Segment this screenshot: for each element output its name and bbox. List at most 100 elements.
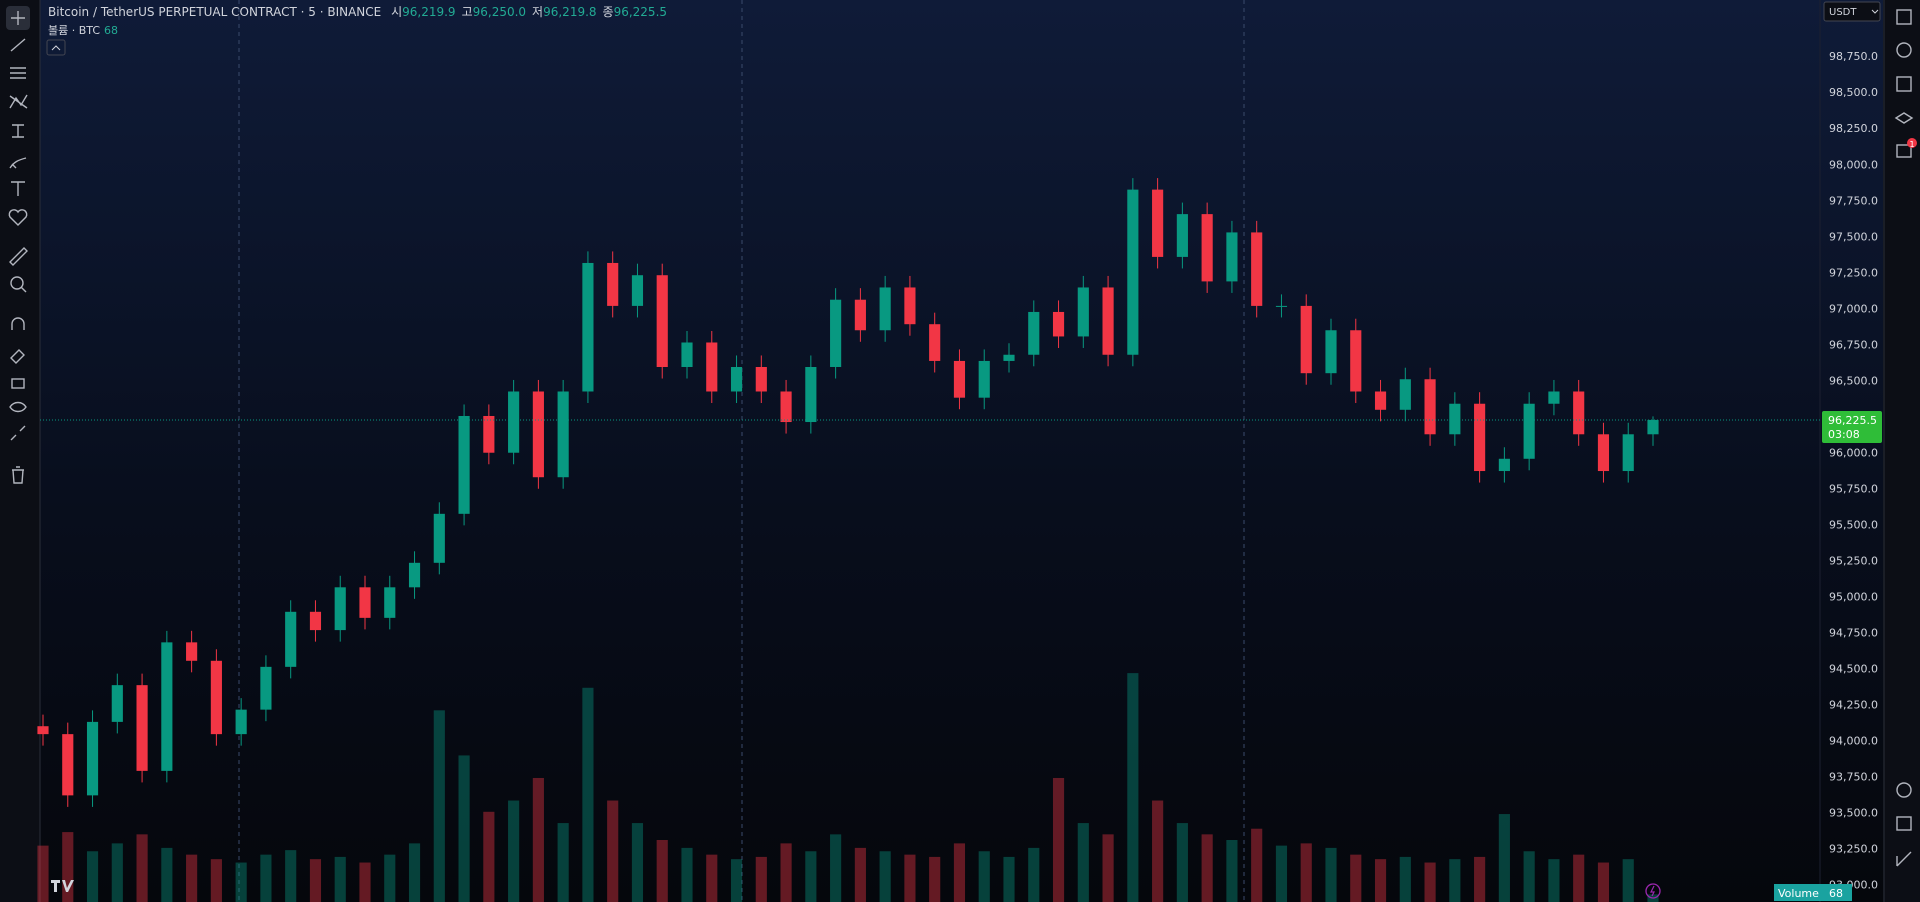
volume-bar <box>1573 854 1585 902</box>
ohlc-value: 96,219.9 <box>402 5 456 19</box>
candle-body <box>1028 311 1040 355</box>
candle-body <box>978 360 990 398</box>
y-tick-label: 94,500.0 <box>1829 663 1878 676</box>
candle-body <box>953 360 966 398</box>
y-tick-label: 98,000.0 <box>1829 158 1878 171</box>
candle-body <box>1622 434 1634 472</box>
volume-bar <box>681 847 693 902</box>
volume-bar <box>161 847 173 902</box>
target-icon[interactable] <box>1896 782 1912 798</box>
tool-link[interactable] <box>10 425 26 441</box>
volume-bar <box>235 862 247 902</box>
candle-body <box>681 342 693 367</box>
tool-zoom[interactable] <box>10 276 24 290</box>
candle-body <box>334 587 346 631</box>
chart-pane <box>40 0 1883 902</box>
tool-fib[interactable] <box>10 67 26 79</box>
candle-body <box>1597 434 1610 472</box>
tool-line[interactable] <box>10 38 26 52</box>
ohlc-key: 종 <box>602 5 614 19</box>
news-icon[interactable] <box>1896 76 1912 92</box>
price-axis: 93,000.093,250.093,500.093,750.094,000.0… <box>40 50 1882 892</box>
tool-ruler[interactable] <box>9 247 28 266</box>
tool-projection[interactable] <box>12 124 24 138</box>
alerts-icon[interactable] <box>1896 42 1912 58</box>
candle-body <box>1498 458 1510 472</box>
y-tick-label: 95,000.0 <box>1829 591 1878 604</box>
volume-bar <box>334 856 346 902</box>
y-tick-label: 97,000.0 <box>1829 302 1878 315</box>
candle-body <box>1374 391 1387 410</box>
tool-lock[interactable] <box>11 378 25 389</box>
tool-zoom-handle[interactable] <box>20 286 27 293</box>
candle-body <box>1127 189 1139 355</box>
last-price-label: 96,225.5 <box>1828 414 1877 427</box>
candle-body <box>508 391 520 453</box>
notification-count: 1 <box>1909 140 1914 149</box>
volume-bar <box>1548 859 1560 902</box>
volume-bar <box>1152 800 1164 902</box>
tool-text[interactable] <box>11 181 25 196</box>
countdown-label: 03:08 <box>1828 428 1860 441</box>
y-tick-label: 97,250.0 <box>1829 266 1878 279</box>
collapse-button[interactable] <box>46 39 66 56</box>
volume-bar <box>458 755 470 902</box>
volume-bar <box>285 850 297 902</box>
candle-body <box>285 611 297 667</box>
candle-body <box>854 299 866 331</box>
volume-bar <box>1424 862 1436 902</box>
ohlc-value: 96,225.5 <box>613 5 668 19</box>
candle-body <box>1003 354 1015 361</box>
candle-body <box>830 299 842 367</box>
candle-body <box>1647 419 1659 435</box>
tool-magnet[interactable] <box>11 317 25 330</box>
last-price-box <box>1822 410 1882 443</box>
y-tick-label: 94,250.0 <box>1829 699 1878 712</box>
volume-bar <box>62 832 74 902</box>
tool-brush[interactable] <box>9 157 27 169</box>
tool-visibility[interactable] <box>9 401 27 413</box>
volume-bar <box>260 854 272 902</box>
volume-bar <box>607 800 619 902</box>
candle-body <box>730 366 743 392</box>
lightning-glyph <box>1650 885 1655 897</box>
candle-body <box>879 287 891 331</box>
candle-body <box>1449 403 1461 435</box>
ohlc-key: 고 <box>461 5 473 19</box>
lightning-button[interactable] <box>1645 883 1661 899</box>
symbol-title: Bitcoin / TetherUS PERPETUAL CONTRACT · … <box>48 5 382 19</box>
volume-bar <box>953 843 966 902</box>
candle-body <box>235 709 247 735</box>
candle-body <box>86 721 99 796</box>
volume-bar <box>111 843 123 902</box>
currency-label: USDT <box>1829 7 1857 18</box>
calendar-icon[interactable] <box>1896 816 1912 831</box>
tool-favorites[interactable] <box>8 209 28 226</box>
tool-lock-draw[interactable] <box>10 349 25 364</box>
volume-bar <box>1374 859 1387 902</box>
candle-body <box>532 391 544 478</box>
watchlist-icon[interactable] <box>1896 9 1912 25</box>
drawing-icon[interactable] <box>1896 851 1912 867</box>
candle-body <box>1399 379 1411 410</box>
currency-selector[interactable] <box>1823 1 1881 22</box>
candle-body <box>186 642 198 661</box>
candle-body <box>1176 214 1188 257</box>
chat-icon[interactable] <box>1896 144 1912 158</box>
currency-caret <box>1871 9 1879 14</box>
left-toolbar <box>0 0 40 902</box>
tool-pattern[interactable] <box>9 94 28 109</box>
volume-bar <box>755 856 767 902</box>
y-tick-label: 98,250.0 <box>1829 122 1878 135</box>
layers-icon[interactable] <box>1894 112 1914 124</box>
candle-body <box>582 262 594 392</box>
tool-delete[interactable] <box>12 466 24 484</box>
tool-crosshair[interactable] <box>11 11 25 25</box>
ohlc-key: 저 <box>532 5 544 19</box>
candle-body <box>1424 379 1436 435</box>
collapse-arrow <box>51 45 61 51</box>
candle-body <box>433 513 445 563</box>
volume-bar <box>1449 859 1461 902</box>
y-tick-label: 95,250.0 <box>1829 555 1878 568</box>
